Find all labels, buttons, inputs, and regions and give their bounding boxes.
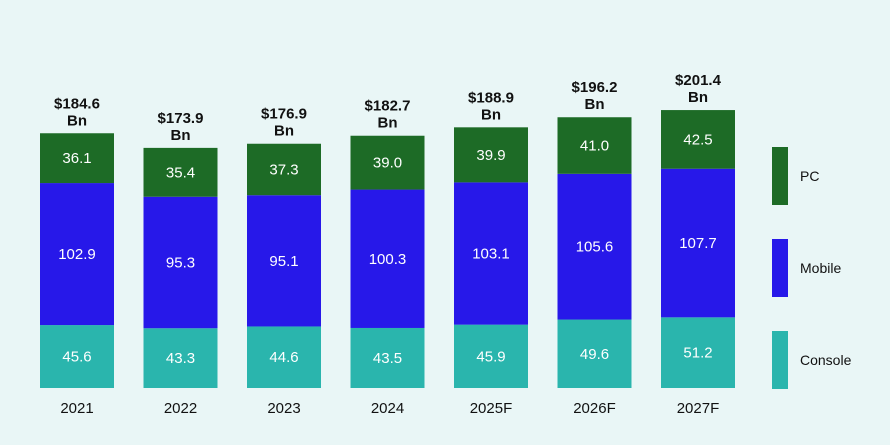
- x-tick-label: 2022: [164, 400, 197, 417]
- total-label: $188.9: [468, 89, 514, 106]
- bar-segment-pc: [40, 133, 114, 184]
- bar-segment-console: [454, 324, 528, 388]
- total-label-unit: Bn: [688, 89, 708, 106]
- legend-swatch-console: [772, 331, 788, 389]
- legend-label-mobile: Mobile: [800, 260, 841, 276]
- x-tick-label: 2021: [60, 400, 93, 417]
- data-label-pc: 41.0: [580, 138, 609, 155]
- data-label-console: 49.6: [580, 346, 609, 363]
- total-label: $182.7: [365, 98, 411, 115]
- bar-segment-pc: [143, 147, 218, 197]
- bar-segment-console: [143, 328, 218, 388]
- data-label-mobile: 105.6: [576, 239, 614, 256]
- x-tick-label: 2026F: [573, 400, 616, 417]
- data-label-console: 43.5: [373, 350, 402, 367]
- data-label-mobile: 100.3: [369, 251, 407, 268]
- bar-segment-console: [661, 317, 735, 388]
- data-label-mobile: 102.9: [58, 246, 96, 263]
- bar-segment-mobile: [247, 195, 321, 327]
- legend-label-pc: PC: [800, 168, 819, 184]
- legend-swatch-pc: [772, 147, 788, 205]
- legend-swatch-mobile: [772, 239, 788, 297]
- x-tick-label: 2023: [267, 400, 300, 417]
- total-label-unit: Bn: [585, 96, 605, 113]
- data-label-pc: 37.3: [269, 161, 298, 178]
- bar-segment-pc: [454, 127, 528, 183]
- bar-segment-pc: [661, 110, 735, 169]
- data-label-console: 45.9: [476, 348, 505, 365]
- bar-segment-console: [557, 319, 632, 388]
- total-label: $201.4: [675, 72, 722, 89]
- bar-segment-pc: [557, 117, 632, 174]
- bar-segment-console: [40, 325, 114, 388]
- bar-segment-mobile: [143, 196, 218, 329]
- x-tick-label: 2027F: [677, 400, 720, 417]
- total-label: $173.9: [158, 110, 204, 127]
- data-label-pc: 35.4: [166, 164, 195, 181]
- total-label-unit: Bn: [378, 115, 398, 132]
- total-label-unit: Bn: [67, 112, 87, 129]
- data-label-mobile: 95.1: [269, 253, 298, 270]
- data-label-console: 51.2: [683, 345, 712, 362]
- bar-segment-console: [247, 326, 321, 388]
- data-label-mobile: 95.3: [166, 254, 195, 271]
- bar-segment-mobile: [40, 183, 114, 326]
- data-label-pc: 39.0: [373, 155, 402, 172]
- data-label-console: 45.6: [62, 349, 91, 366]
- x-tick-label: 2025F: [470, 400, 513, 417]
- total-label: $176.9: [261, 106, 307, 123]
- data-label-console: 43.3: [166, 350, 195, 367]
- data-label-console: 44.6: [269, 349, 298, 366]
- bar-segment-mobile: [454, 182, 528, 325]
- bar-segment-mobile: [557, 173, 632, 320]
- total-label: $196.2: [572, 79, 618, 96]
- data-label-pc: 39.9: [476, 147, 505, 164]
- data-label-pc: 42.5: [683, 131, 712, 148]
- x-tick-label: 2024: [371, 400, 404, 417]
- bar-segment-pc: [247, 143, 321, 196]
- data-label-mobile: 103.1: [472, 246, 510, 263]
- bar-segment-console: [350, 327, 425, 388]
- total-label-unit: Bn: [171, 127, 191, 144]
- total-label-unit: Bn: [481, 106, 501, 123]
- bar-segment-pc: [350, 135, 425, 190]
- legend-label-console: Console: [800, 352, 852, 368]
- bar-segment-mobile: [661, 168, 735, 318]
- data-label-pc: 36.1: [62, 150, 91, 167]
- total-label-unit: Bn: [274, 123, 294, 140]
- bar-segment-mobile: [350, 189, 425, 328]
- total-label: $184.6: [54, 95, 100, 112]
- data-label-mobile: 107.7: [679, 235, 717, 252]
